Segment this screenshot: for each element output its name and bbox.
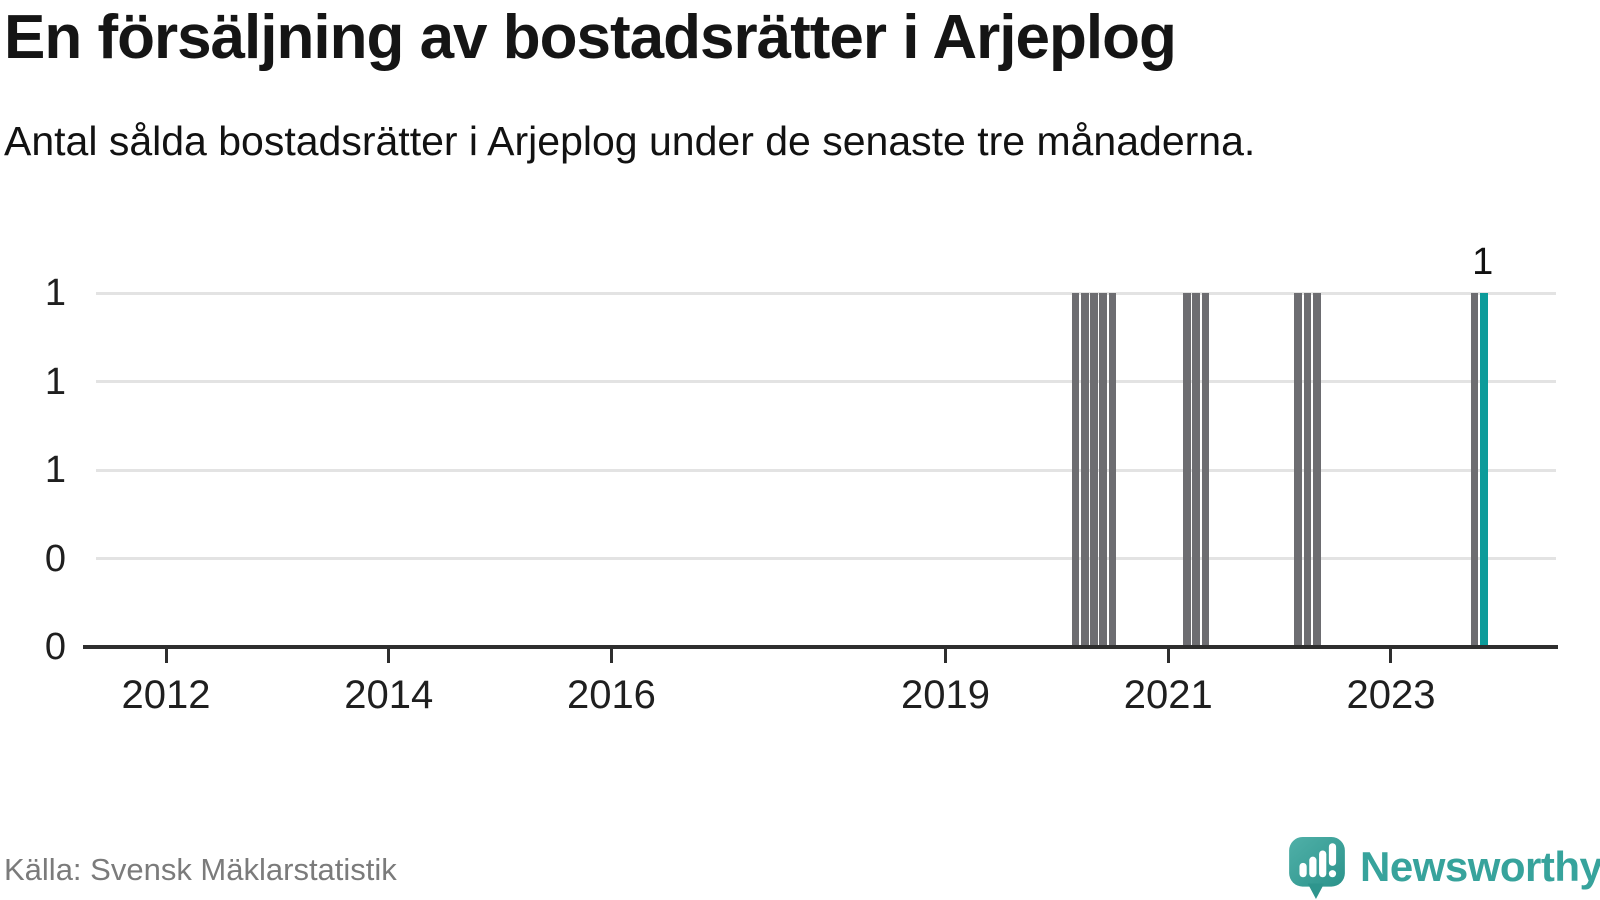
x-axis-tick-label: 2021 [1123, 673, 1213, 717]
y-axis-tick-label: 0 [44, 537, 66, 580]
bar [1201, 293, 1210, 647]
bar [1099, 293, 1108, 647]
bar [1071, 293, 1080, 647]
y-axis-tick-label: 0 [44, 626, 66, 668]
bar [1294, 293, 1302, 647]
x-axis-tick-label: 2012 [121, 673, 211, 717]
bar [1192, 293, 1200, 647]
y-gridline [96, 291, 1556, 295]
x-axis-tick-label: 2023 [1346, 673, 1436, 717]
x-axis-tick-mark [1389, 649, 1393, 663]
bar [1080, 293, 1089, 647]
chart-title: En försäljning av bostadsrätter i Arjepl… [4, 3, 1177, 72]
bar [1090, 293, 1098, 647]
newsworthy-brand: Newsworthy [1288, 836, 1600, 900]
y-gridline [96, 380, 1556, 383]
bar [1108, 293, 1117, 647]
bar [1303, 293, 1312, 647]
newsworthy-wordmark: Newsworthy [1360, 843, 1600, 890]
x-axis-tick-mark [1166, 649, 1170, 663]
y-axis-tick-label: 1 [44, 449, 66, 491]
x-axis-tick-mark [944, 649, 948, 663]
newsworthy-logo-icon [1289, 837, 1345, 899]
x-axis-tick-label: 2019 [901, 673, 991, 717]
bar [1312, 293, 1321, 647]
bar [1183, 293, 1191, 647]
y-axis-tick-label: 1 [44, 272, 66, 314]
x-axis-tick-mark [164, 649, 168, 663]
y-axis-tick-label: 1 [44, 360, 66, 403]
x-axis-line [83, 645, 1558, 649]
source-note: Källa: Svensk Mäklarstatistik [4, 852, 397, 887]
x-axis-tick-label: 2014 [344, 673, 434, 717]
bar-value-label: 1 [1472, 241, 1494, 283]
bar [1470, 293, 1479, 647]
y-gridline [96, 557, 1556, 560]
chart-subtitle: Antal sålda bostadsrätter i Arjeplog und… [4, 118, 1256, 164]
x-axis-tick-mark [609, 649, 613, 663]
x-axis-tick-mark [387, 649, 391, 663]
y-gridline [96, 468, 1556, 472]
bar-highlighted [1479, 293, 1488, 647]
x-axis-tick-label: 2016 [566, 673, 656, 717]
